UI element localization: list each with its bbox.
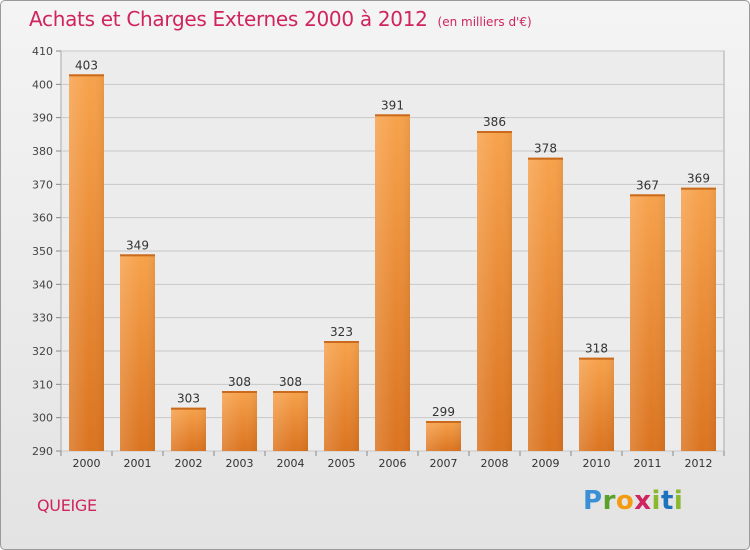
bar-cap (222, 391, 257, 393)
bar-shade (324, 341, 359, 451)
y-tick-label: 390 (32, 112, 53, 125)
bar-shade (171, 407, 206, 451)
bar-shade (630, 194, 665, 452)
bar-value-label: 367 (636, 178, 659, 192)
proxiti-logo: Proxiti (583, 486, 683, 516)
y-tick-label: 320 (32, 345, 53, 358)
bar-shade (273, 391, 308, 451)
x-tick-label: 2000 (73, 457, 101, 470)
x-tick-label: 2005 (328, 457, 356, 470)
bar-value-label: 308 (279, 375, 302, 389)
bar-shade (528, 157, 563, 451)
logo-letter: i (673, 486, 684, 516)
bar-cap (681, 187, 716, 190)
y-tick-label: 380 (32, 145, 53, 158)
bar-cap (579, 357, 614, 360)
bar-shade (426, 421, 461, 451)
y-tick-label: 350 (32, 245, 53, 258)
x-tick-label: 2002 (175, 457, 203, 470)
bar-cap (69, 74, 104, 77)
bar-shade (375, 114, 410, 451)
bar-value-label: 378 (534, 142, 557, 156)
logo-letter: t (660, 486, 674, 516)
bar-cap (120, 254, 155, 257)
bar-value-label: 403 (75, 58, 98, 72)
y-tick-label: 400 (32, 78, 53, 91)
bar-value-label: 323 (330, 325, 353, 339)
x-tick-label: 2001 (124, 457, 152, 470)
chart-unit-note: (en milliers d'€) (437, 15, 532, 29)
y-tick-label: 340 (32, 278, 53, 291)
bar-cap (630, 194, 665, 197)
logo-letter: r (602, 486, 616, 516)
bar-shade (222, 391, 257, 451)
x-tick-label: 2007 (430, 457, 458, 470)
y-tick-label: 300 (32, 412, 53, 425)
commune-name: QUEIGE (37, 496, 97, 515)
bar-value-label: 299 (432, 405, 455, 419)
bar-value-label: 386 (483, 115, 506, 129)
chart-title: Achats et Charges Externes 2000 à 2012 (e… (29, 7, 532, 31)
bar-cap (171, 407, 206, 410)
bar-shade (477, 131, 512, 451)
bar-cap (477, 131, 512, 133)
chart-title-text: Achats et Charges Externes 2000 à 2012 (29, 7, 428, 31)
logo-letter: P (583, 486, 603, 516)
bar-cap (324, 341, 359, 343)
logo-letter: x (634, 486, 652, 516)
y-tick-label: 410 (32, 45, 53, 58)
x-tick-label: 2010 (583, 457, 611, 470)
bar-shade (579, 357, 614, 451)
y-tick-label: 370 (32, 178, 53, 191)
bar-shade (681, 187, 716, 451)
x-tick-label: 2006 (379, 457, 407, 470)
x-tick-label: 2009 (532, 457, 560, 470)
bar-value-label: 349 (126, 238, 149, 252)
x-tick-label: 2008 (481, 457, 509, 470)
bars: 403 349 303 308 308 323 391 299 386 378 318 367 369 (69, 58, 716, 452)
bar-value-label: 318 (585, 342, 608, 356)
bar-cap (375, 114, 410, 117)
y-tick-label: 360 (32, 212, 53, 225)
bar-value-label: 303 (177, 392, 200, 406)
x-tick-label: 2012 (685, 457, 713, 470)
x-tick-label: 2011 (634, 457, 662, 470)
y-tick-label: 330 (32, 312, 53, 325)
bar-shade (69, 74, 104, 451)
bar-cap (426, 421, 461, 423)
y-tick-label: 290 (32, 445, 53, 458)
y-axis: 290 300 310 320 330 340 350 360 370 380 390 400 410 (32, 45, 61, 458)
bar-value-label: 369 (687, 172, 710, 186)
bar-value-label: 391 (381, 98, 404, 112)
x-tick-label: 2003 (226, 457, 254, 470)
x-tick-label: 2004 (277, 457, 305, 470)
y-tick-label: 310 (32, 378, 53, 391)
bar-cap (528, 157, 563, 160)
bar-cap (273, 391, 308, 393)
logo-letter: i (651, 486, 661, 516)
bar-value-label: 308 (228, 375, 251, 389)
x-axis: 2000 2001 2002 2003 2004 2005 2006 2007 2008 2009… (60, 451, 725, 470)
logo-letter: o (615, 486, 635, 516)
bar-shade (120, 254, 155, 451)
